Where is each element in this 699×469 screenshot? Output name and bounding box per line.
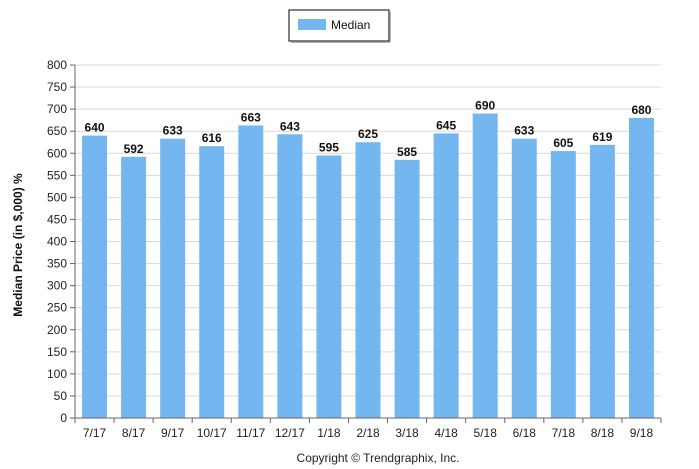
y-tick-label: 250 — [47, 301, 67, 315]
x-tick-label: 1/18 — [317, 426, 341, 440]
bar — [433, 133, 459, 419]
x-tick-label: 9/18 — [630, 426, 654, 440]
y-tick-label: 450 — [47, 212, 67, 226]
bar-value-label: 640 — [85, 121, 105, 135]
bar — [628, 117, 654, 418]
y-tick-label: 500 — [47, 190, 67, 204]
x-tick-label: 12/17 — [275, 426, 305, 440]
y-axis-title: Median Price (in $,000) % — [11, 173, 25, 317]
y-tick-label: 400 — [47, 235, 67, 249]
bar-value-label: 619 — [592, 130, 612, 144]
bar-value-label: 585 — [397, 145, 417, 159]
x-tick-label: 3/18 — [395, 426, 419, 440]
x-tick-layer: 7/17 8/17 9/17 10/17 11/17 12/17 1/18 2/18 3/18 4… — [74, 418, 662, 440]
x-tick-label: 5/18 — [474, 426, 498, 440]
y-tick-layer: 0 50 100 150 200 250 300 350 400 450 500 550 600 650 7… — [47, 58, 75, 425]
bar-value-label: 645 — [436, 118, 456, 132]
y-tick-label: 100 — [47, 367, 67, 381]
y-tick-label: 650 — [47, 124, 67, 138]
bar-value-label: 690 — [475, 99, 495, 113]
bar — [355, 142, 381, 418]
x-tick-label: 7/17 — [83, 426, 107, 440]
x-tick-label: 8/18 — [591, 426, 615, 440]
bar-value-label: 595 — [319, 140, 339, 154]
y-tick-label: 200 — [47, 323, 67, 337]
bar — [472, 113, 498, 418]
bar-value-label: 633 — [514, 124, 534, 138]
y-tick-label: 150 — [47, 345, 67, 359]
bar-value-label: 643 — [280, 119, 300, 133]
legend: Median — [288, 9, 391, 43]
axis-layer — [74, 65, 661, 419]
bar-value-label: 592 — [124, 142, 144, 156]
bar — [511, 138, 537, 418]
y-tick-label: 0 — [60, 411, 67, 425]
x-tick-label: 9/17 — [161, 426, 185, 440]
y-tick-label: 600 — [47, 146, 67, 160]
y-tick-label: 550 — [47, 168, 67, 182]
y-tick-label: 350 — [47, 257, 67, 271]
bar — [199, 146, 225, 418]
bar-layer — [82, 113, 654, 419]
bar — [316, 155, 342, 419]
bar — [550, 151, 576, 418]
bar-value-label: 663 — [241, 110, 261, 124]
x-tick-label: 4/18 — [434, 426, 458, 440]
bar — [238, 125, 264, 419]
y-tick-label: 50 — [54, 389, 68, 403]
bar-value-label: 625 — [358, 127, 378, 141]
bar — [394, 159, 420, 418]
x-tick-label: 10/17 — [197, 426, 227, 440]
y-tick-label: 700 — [47, 102, 67, 116]
bar-value-label: 605 — [553, 136, 573, 150]
copyright-text: Copyright © Trendgraphix, Inc. — [297, 451, 460, 465]
bar — [121, 156, 147, 418]
x-tick-label: 7/18 — [552, 426, 576, 440]
y-tick-label: 750 — [47, 80, 67, 94]
bar — [160, 138, 186, 418]
value-layer: 640 592 633 616 663 643 595 625 585 645 690 633 605 6… — [85, 99, 652, 159]
y-tick-label: 800 — [47, 58, 67, 72]
legend-swatch — [298, 19, 326, 30]
x-tick-label: 8/17 — [122, 426, 146, 440]
x-tick-label: 11/17 — [236, 426, 265, 440]
x-tick-label: 2/18 — [356, 426, 380, 440]
legend-label: Median — [331, 18, 370, 32]
bar — [277, 134, 303, 418]
bar — [82, 135, 108, 418]
x-tick-label: 6/18 — [513, 426, 537, 440]
bar-value-label: 633 — [163, 124, 183, 138]
bar-value-label: 616 — [202, 131, 222, 145]
bar-value-label: 680 — [631, 103, 651, 117]
bar — [589, 144, 615, 418]
y-tick-label: 300 — [47, 279, 67, 293]
